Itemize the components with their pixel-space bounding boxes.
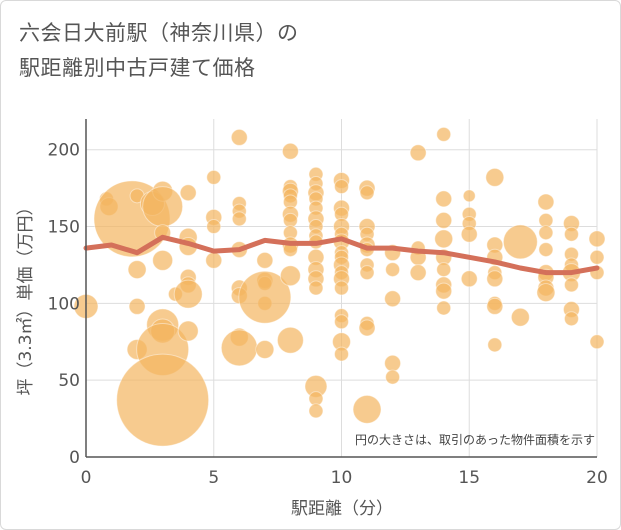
bubble-point — [385, 369, 401, 385]
bubble-point — [435, 211, 453, 229]
trend-line — [83, 234, 600, 276]
bubble-point — [238, 270, 292, 324]
bubble-point — [352, 394, 382, 424]
bubble-point — [142, 186, 184, 228]
tick-labels: 0 50 100 150 200 0 5 10 15 20 — [48, 141, 608, 488]
bubble-point — [308, 280, 324, 296]
y-tick-label: 150 — [48, 218, 80, 238]
bubble-series — [73, 126, 606, 447]
bubble-point — [128, 297, 146, 315]
bubble-point — [385, 262, 401, 278]
bubble-point — [308, 403, 324, 419]
bubble-point — [435, 190, 453, 208]
bubble-point — [230, 128, 248, 146]
bubble-point — [334, 179, 349, 195]
x-tick-label: 5 — [208, 468, 219, 488]
bubble-point — [152, 249, 174, 271]
bubble-point — [276, 326, 304, 354]
x-tick-label: 10 — [331, 468, 353, 488]
bubble-point — [116, 353, 210, 447]
bubble-point — [563, 277, 579, 293]
axes — [85, 119, 597, 458]
bubble-point — [334, 314, 349, 330]
bubble-point — [563, 226, 579, 242]
chart-title-line-2: 駅距離別中古戸建て価格 — [19, 56, 256, 80]
y-tick-label: 200 — [48, 141, 80, 161]
bubble-point — [220, 329, 258, 367]
bubble-point — [460, 225, 478, 243]
bubble-point — [434, 229, 454, 249]
bubble-point — [206, 219, 222, 235]
bubble-point — [127, 260, 147, 280]
x-tick-label: 20 — [586, 468, 608, 488]
bubble-point — [436, 262, 452, 278]
bubble-point — [502, 224, 538, 260]
bubble-point — [279, 265, 301, 287]
chart-title-line-1: 六会日大前駅（神奈川県）の — [19, 21, 299, 45]
bubble-point — [179, 184, 197, 202]
bubble-point — [435, 282, 453, 300]
bubble-point — [538, 242, 554, 258]
y-axis-label: 坪（3.3㎡）単価（万円） — [16, 198, 36, 395]
bubble-point — [460, 270, 478, 288]
bubble-point — [486, 297, 504, 315]
bubble-point — [436, 126, 452, 142]
bubble-point — [563, 311, 579, 327]
y-tick-label: 50 — [58, 371, 80, 391]
bubble-point — [510, 307, 530, 327]
bubble-point — [538, 225, 554, 241]
bubble-point — [589, 249, 605, 265]
x-axis-label: 駅距離（分） — [291, 499, 393, 519]
bubble-point — [384, 354, 402, 372]
bubble-point — [359, 185, 375, 201]
bubble-point — [536, 283, 556, 303]
size-annotation: 円の大きさは、取引のあった物件面積を示す — [355, 432, 595, 447]
bubble-point — [589, 334, 605, 350]
bubble-point — [359, 265, 375, 281]
bubble-point — [177, 320, 199, 342]
bubble-point — [537, 193, 555, 211]
y-tick-label: 100 — [48, 294, 80, 314]
bubble-point — [462, 189, 476, 203]
bubble-point — [334, 280, 349, 296]
bubble-point — [384, 290, 402, 308]
bubble-point — [409, 264, 427, 282]
bubble-point — [334, 346, 349, 362]
bubble-point — [206, 169, 222, 185]
bubble-point — [358, 319, 376, 337]
bubble-point — [487, 337, 503, 353]
bubble-point — [255, 339, 275, 359]
bubble-point — [173, 279, 203, 309]
bubble-point — [256, 251, 274, 269]
x-tick-label: 15 — [458, 468, 480, 488]
bubble-point — [485, 167, 505, 187]
bubble-point — [231, 211, 247, 227]
bubble-point — [486, 270, 504, 288]
bubble-point — [281, 142, 299, 160]
bubble-point — [205, 251, 223, 269]
x-tick-label: 0 — [81, 468, 92, 488]
bubble-point — [436, 300, 452, 316]
bubble-point — [409, 144, 427, 162]
bubble-point — [588, 230, 606, 248]
y-tick-label: 0 — [69, 448, 80, 468]
